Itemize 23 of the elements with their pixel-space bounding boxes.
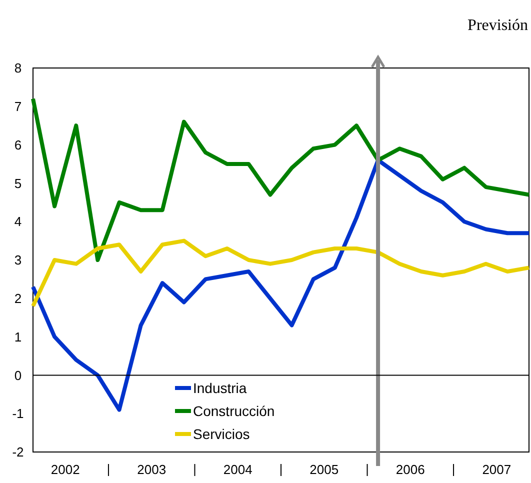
legend-label: Industria: [193, 380, 247, 396]
x-tick-label: 2006: [396, 462, 425, 477]
text: Previsión: [468, 17, 528, 34]
legend-label: Construcción: [193, 402, 275, 419]
y-tick-label: 5: [14, 176, 22, 191]
x-tick-label: 2004: [223, 462, 252, 477]
y-tick-label: 2: [14, 290, 22, 306]
x-tick-label: 2003: [137, 462, 166, 477]
line-series: [31, 238, 531, 308]
y-tick-label: 4: [14, 214, 22, 230]
y-tick-label: -1: [12, 406, 24, 422]
y-tick-label: -2: [12, 444, 24, 460]
y-tick-label: 6: [14, 137, 22, 152]
y-tick-label: 1: [14, 329, 22, 344]
x-tick-label: 2007: [482, 462, 512, 477]
x-tick-label: 2005: [310, 462, 339, 477]
x-tick-label: 2002: [50, 462, 80, 477]
y-tick-label: 3: [14, 252, 22, 268]
y-tick-label: 0: [14, 368, 22, 383]
line-series: [31, 96, 531, 262]
y-tick-label: 8: [14, 60, 22, 76]
legend-label: Servicios: [193, 426, 250, 442]
y-tick-label: 7: [14, 98, 22, 114]
